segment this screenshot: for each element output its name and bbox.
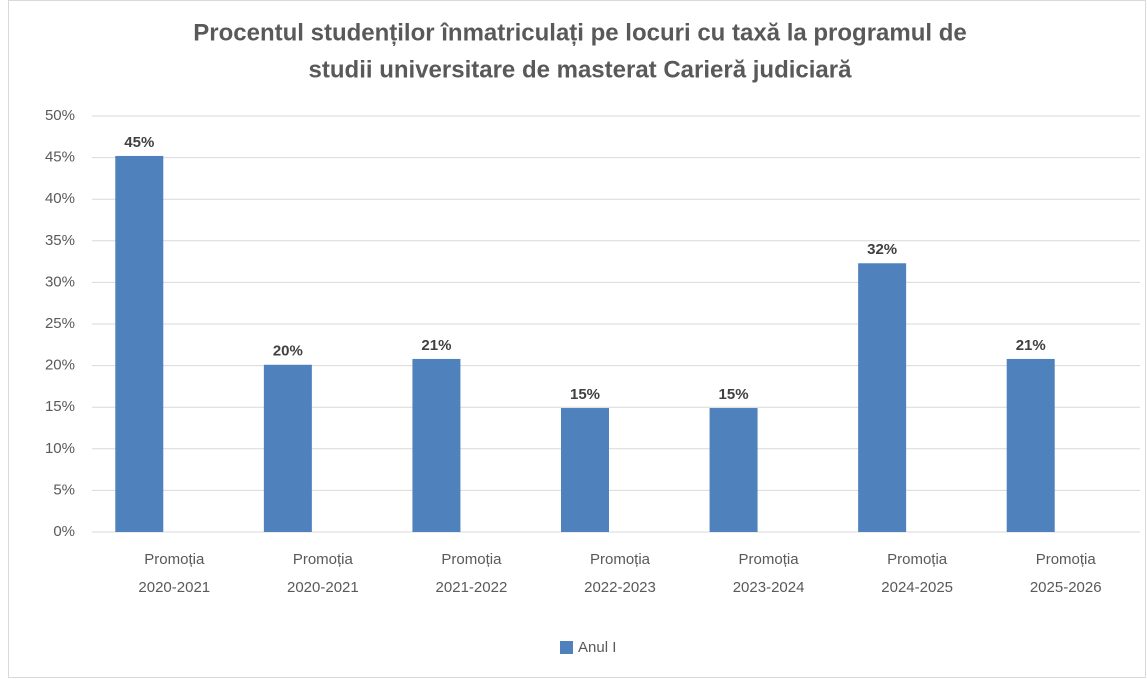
data-label: 15% — [570, 386, 600, 403]
x-tick-label: Promoția 2022-2023 — [584, 551, 656, 596]
x-tick-label: Promoția 2020-2021 — [287, 551, 359, 596]
x-tick-label: Promoția 2025-2026 — [1030, 551, 1102, 596]
bar — [115, 155, 164, 532]
bar — [1006, 358, 1055, 532]
data-label: 21% — [1016, 337, 1046, 354]
y-tick-label: 20% — [45, 357, 75, 374]
y-tick-label: 0% — [53, 523, 75, 540]
x-tick-label: Promoția 2024-2025 — [881, 551, 953, 596]
data-label: 32% — [867, 241, 897, 258]
bar — [709, 408, 758, 532]
bar — [858, 263, 907, 532]
data-label: 15% — [719, 386, 749, 403]
x-tick-label: Promoția 2023-2024 — [733, 551, 805, 596]
x-tick-label: Promoția 2021-2022 — [436, 551, 508, 596]
legend-label: Anul I — [578, 639, 616, 656]
y-tick-label: 35% — [45, 232, 75, 249]
y-tick-label: 25% — [45, 315, 75, 332]
y-tick-label: 5% — [53, 481, 75, 498]
y-tick-label: 15% — [45, 398, 75, 415]
bar — [412, 358, 461, 532]
y-tick-label: 10% — [45, 440, 75, 457]
data-label: 20% — [273, 343, 303, 360]
chart-frame — [8, 0, 1146, 678]
y-tick-label: 30% — [45, 273, 75, 290]
bar — [263, 364, 312, 532]
y-tick-label: 40% — [45, 190, 75, 207]
y-tick-label: 45% — [45, 149, 75, 166]
x-tick-label: Promoția 2020-2021 — [138, 551, 210, 596]
chart-title: Procentul studenților înmatriculați pe l… — [193, 19, 966, 46]
data-label: 21% — [421, 337, 451, 354]
y-tick-label: 50% — [45, 107, 75, 124]
chart-title: studii universitare de masterat Carieră … — [309, 56, 853, 83]
data-label: 45% — [124, 134, 154, 151]
legend-swatch — [560, 641, 573, 654]
bar — [561, 408, 609, 532]
